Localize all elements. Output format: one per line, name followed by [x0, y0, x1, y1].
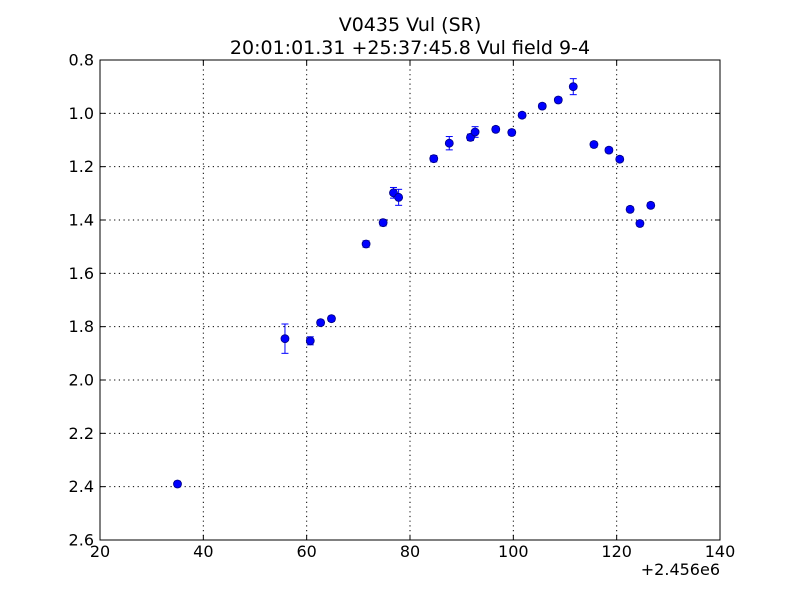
data-point	[507, 128, 517, 137]
data-point	[361, 239, 371, 249]
y-tick-label: 2.2	[69, 424, 94, 443]
grid-lines	[100, 60, 720, 540]
y-tick-label: 1.8	[69, 317, 94, 336]
data-point	[589, 140, 599, 149]
y-tick-label: 1.2	[69, 157, 94, 176]
data-point	[553, 95, 563, 105]
data-point	[444, 138, 454, 148]
y-tick-label: 2.6	[69, 531, 94, 550]
data-point	[491, 124, 501, 134]
x-tick-label: 40	[193, 542, 213, 561]
tick-labels: 20 40 60 80 100 120 140 0.8 1.0 1.2 1.4 1.6 1.8 2.0 2.…	[69, 51, 736, 562]
data-point	[646, 200, 656, 210]
x-tick-label: 80	[400, 542, 420, 561]
chart-title: V0435 Vul (SR)	[339, 14, 482, 36]
data-point	[568, 82, 578, 92]
y-tick-label: 1.4	[69, 211, 94, 230]
y-tick-label: 1.0	[69, 104, 94, 123]
x-tick-label: 20	[90, 542, 110, 561]
plot-frame	[99, 59, 721, 541]
x-axis-offset-label: +2.456e6	[641, 560, 720, 579]
x-tick-label: 140	[705, 542, 736, 561]
x-tick-label: 120	[601, 542, 632, 561]
y-tick-label: 0.8	[69, 51, 94, 70]
data-point	[378, 218, 388, 228]
data-point	[327, 314, 336, 324]
data-point	[517, 110, 527, 120]
data-point	[280, 334, 290, 344]
data-point	[470, 127, 480, 137]
x-tick-label: 60	[296, 542, 316, 561]
data-point	[635, 219, 645, 228]
data-points	[173, 82, 656, 489]
error-bars	[174, 78, 655, 488]
data-point	[537, 101, 547, 111]
y-tick-label: 2.4	[69, 477, 94, 496]
data-point	[305, 336, 315, 346]
data-point	[316, 318, 326, 328]
data-point	[429, 154, 439, 164]
data-point	[604, 145, 614, 155]
data-point	[615, 154, 625, 164]
data-point	[173, 479, 182, 489]
y-tick-label: 2.0	[69, 371, 94, 390]
data-point	[625, 204, 635, 214]
chart-subtitle: 20:01:01.31 +25:37:45.8 Vul field 9-4	[230, 37, 590, 59]
data-point	[394, 192, 404, 202]
y-tick-label: 1.6	[69, 264, 94, 283]
x-tick-label: 100	[498, 542, 529, 561]
